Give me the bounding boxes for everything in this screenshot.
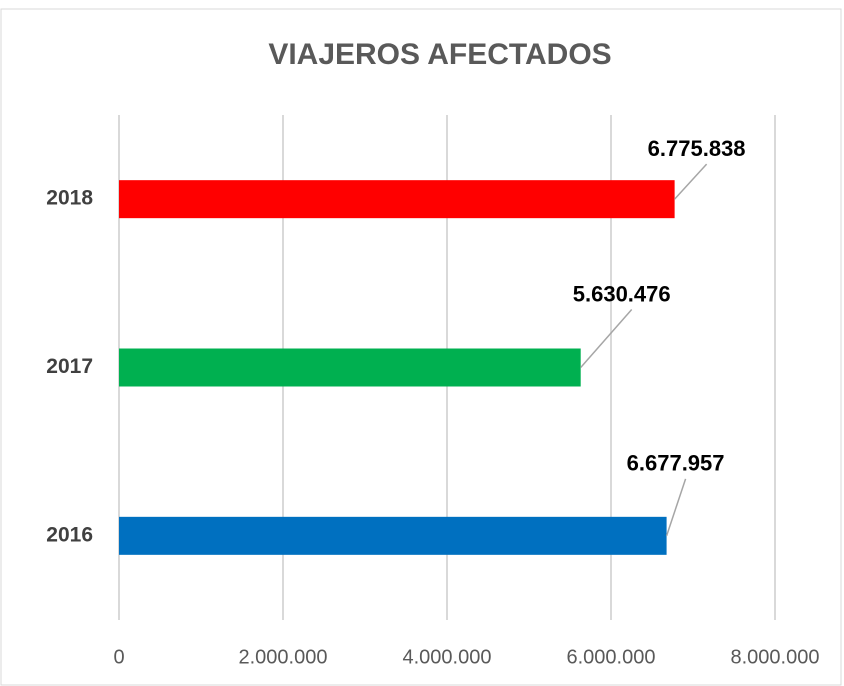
bar [119, 516, 667, 555]
leader-line [580, 309, 633, 368]
x-tick-label: 0 [113, 646, 124, 668]
leader-line [665, 478, 687, 537]
data-label: 6.775.838 [648, 136, 746, 161]
leader-line [674, 163, 708, 200]
data-label: 6.677.957 [627, 451, 725, 476]
x-tick-label: 8.000.000 [731, 646, 820, 668]
y-tick-label: 2018 [46, 187, 93, 210]
chart-border [0, 8, 842, 686]
x-tick-label: 4.000.000 [403, 646, 492, 668]
chart-title: VIAJEROS AFECTADOS [268, 38, 611, 71]
bar [119, 348, 581, 387]
data-label: 5.630.476 [573, 281, 671, 306]
bar [119, 180, 675, 219]
y-tick-label: 2017 [46, 355, 93, 378]
y-tick-label: 2016 [46, 523, 93, 546]
x-tick-label: 6.000.000 [567, 646, 656, 668]
x-tick-label: 2.000.000 [239, 646, 328, 668]
